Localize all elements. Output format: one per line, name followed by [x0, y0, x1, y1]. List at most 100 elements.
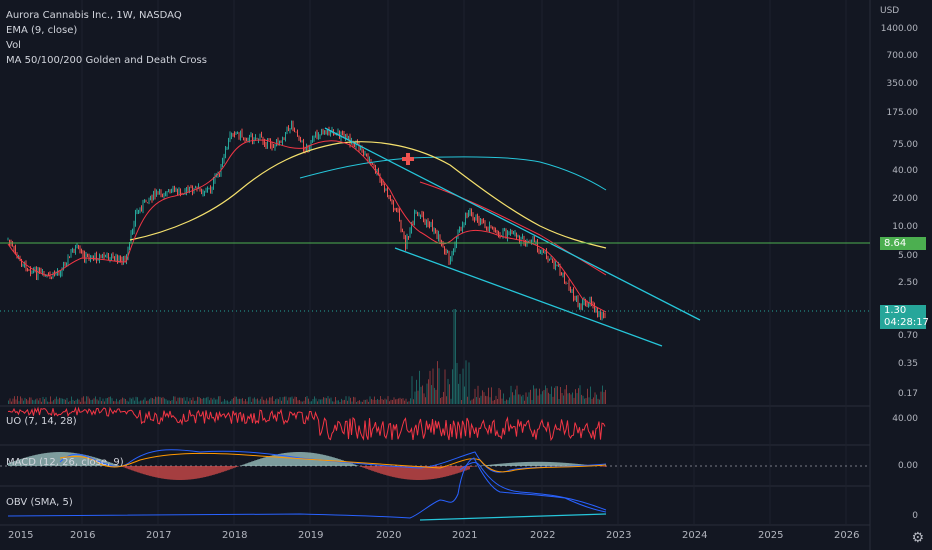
year-label: 2020: [376, 530, 402, 541]
price-tick: 2.50: [897, 278, 918, 288]
volume-bar: [363, 399, 365, 404]
volume-bar: [326, 398, 327, 404]
macd-histogram-bar: [441, 466, 443, 478]
volume-bar: [321, 399, 323, 404]
volume-bar: [168, 400, 170, 404]
volume-bar: [156, 397, 158, 404]
macd-histogram-bar: [557, 462, 559, 466]
volume-bar: [372, 399, 374, 404]
volume-bar: [72, 399, 74, 404]
macd-histogram-bar: [197, 466, 199, 479]
macd-histogram-bar: [500, 463, 502, 466]
macd-histogram-bar: [270, 455, 272, 466]
volume-bar: [48, 401, 50, 404]
volume-bar: [290, 397, 291, 404]
macd-histogram-bar: [134, 466, 136, 472]
macd-histogram-bar: [282, 453, 284, 466]
volume-bar: [86, 396, 87, 404]
vol-legend[interactable]: Vol: [6, 40, 21, 51]
volume-bar: [416, 379, 417, 404]
volume-bar: [183, 397, 185, 404]
volume-bar: [440, 397, 441, 404]
macd-histogram-bar: [392, 466, 394, 477]
volume-bar: [506, 399, 507, 404]
volume-bar: [516, 385, 518, 404]
volume-bar: [432, 368, 434, 404]
macd-histogram-bar: [33, 455, 35, 466]
macd-histogram-bar: [504, 463, 506, 466]
volume-bar: [474, 388, 476, 404]
obv-pane-label[interactable]: OBV (SMA, 5): [6, 497, 73, 508]
macd-histogram-bar: [18, 459, 20, 466]
macd-histogram-bar: [219, 466, 221, 473]
ma-legend[interactable]: MA 50/100/200 Golden and Death Cross: [6, 55, 207, 66]
macd-histogram-bar: [137, 466, 139, 473]
macd-histogram-bar: [447, 466, 449, 476]
macd-histogram-bar: [221, 466, 223, 473]
ema-legend[interactable]: EMA (9, close): [6, 25, 78, 36]
volume-bar: [525, 392, 527, 404]
macd-histogram: [8, 452, 607, 480]
volume-bar: [98, 400, 99, 404]
macd-histogram-bar: [84, 454, 86, 466]
macd-histogram-bar: [558, 462, 560, 466]
volume-bar: [521, 396, 522, 404]
macd-histogram-bar: [257, 459, 259, 466]
volume-bar: [312, 399, 314, 404]
volume-bar: [75, 400, 77, 404]
volume-bar: [452, 369, 453, 404]
volume-bar: [527, 396, 528, 404]
volume-bar: [378, 399, 380, 404]
level-price-tag[interactable]: 8.64: [880, 237, 926, 250]
macd-histogram-bar: [275, 454, 277, 466]
death-cross-marker[interactable]: [402, 153, 414, 165]
last-price-tag[interactable]: 1.30 04:28:17: [880, 305, 929, 329]
volume-bar: [293, 398, 294, 404]
macd-histogram-bar: [533, 461, 535, 466]
volume-bar: [375, 400, 377, 404]
macd-histogram-bar: [575, 463, 577, 466]
settings-gear-icon[interactable]: ⚙: [911, 530, 924, 546]
volume-bar: [479, 397, 480, 404]
volume-bar: [548, 392, 549, 404]
volume-bar: [282, 397, 284, 404]
macd-histogram-bar: [278, 453, 280, 466]
volume-bar: [21, 398, 23, 404]
volume-bar: [203, 397, 204, 404]
volume-bar: [504, 400, 506, 404]
volume-bar: [276, 398, 278, 404]
symbol-title[interactable]: Aurora Cannabis Inc., 1W, NASDAQ: [6, 10, 182, 21]
volume-bar: [503, 393, 504, 404]
volume-bar: [408, 401, 410, 404]
macd-histogram-bar: [45, 452, 47, 466]
volume-bar: [306, 396, 308, 404]
volume-bar: [531, 399, 533, 404]
volume-bar: [171, 400, 173, 404]
macd-histogram-bar: [336, 458, 338, 466]
price-tick: 700.00: [886, 51, 919, 61]
volume-bar: [323, 397, 324, 404]
volume-bar: [224, 399, 225, 404]
volume-bar: [435, 389, 437, 404]
volume-bar: [348, 396, 350, 404]
macd-histogram-bar: [455, 466, 457, 474]
volume-bar: [542, 391, 543, 404]
macd-histogram-bar: [215, 466, 217, 475]
macd-histogram-bar: [396, 466, 398, 478]
uo-axis-tick: 40.00: [892, 414, 918, 424]
macd-histogram-bar: [351, 463, 353, 466]
volume-bar: [461, 399, 462, 404]
macd-histogram-bar: [524, 462, 526, 466]
macd-histogram-bar: [39, 453, 41, 466]
macd-histogram-bar: [192, 466, 194, 480]
uo-pane-label[interactable]: UO (7, 14, 28): [6, 416, 77, 427]
volume-bar: [51, 401, 53, 404]
volume-bar: [50, 396, 51, 404]
volume-bar: [446, 396, 447, 404]
macd-histogram-bar: [354, 464, 356, 466]
volume-bar: [332, 401, 333, 404]
volume-bar: [552, 396, 554, 404]
volume-bar: [147, 400, 149, 404]
macd-pane-label[interactable]: MACD (12, 26, close, 9): [6, 457, 124, 468]
